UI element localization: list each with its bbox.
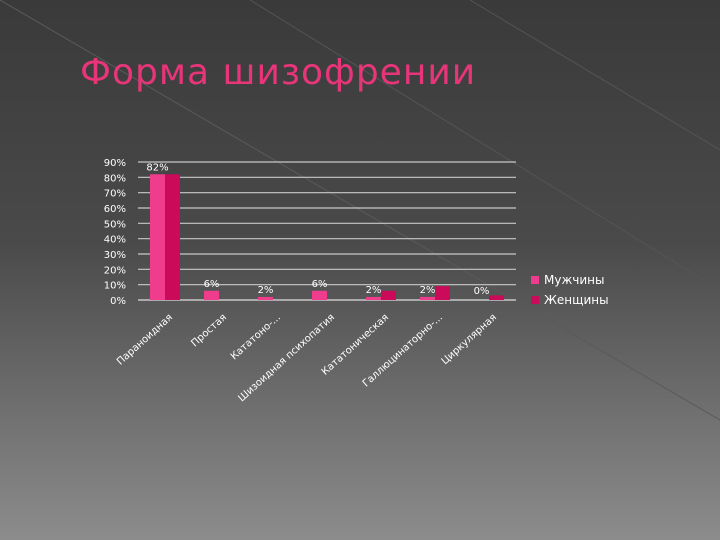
bar-women <box>381 290 396 300</box>
slide-title: Форма шизофрении <box>80 52 477 93</box>
bar-women <box>489 295 504 300</box>
data-label: 6% <box>204 279 220 290</box>
data-label: 2% <box>258 285 274 296</box>
diagonal-line <box>0 0 720 421</box>
y-tick-label: 70% <box>104 189 126 200</box>
bar-men <box>366 296 381 300</box>
bar-men <box>312 290 327 300</box>
y-tick-label: 50% <box>104 219 126 230</box>
x-axis-categories: Параноидная Простая Кататоно-...Шизоидная … <box>115 312 499 404</box>
bar-men <box>420 296 435 300</box>
bar-men <box>204 290 219 300</box>
y-tick-label: 60% <box>104 204 126 215</box>
legend-label: Мужчины <box>544 273 604 287</box>
data-label: 6% <box>312 279 328 290</box>
bar-women <box>435 286 450 300</box>
y-tick-label: 80% <box>104 173 126 184</box>
bar-women <box>165 174 180 300</box>
data-label: 0% <box>474 286 490 297</box>
bar-men <box>258 296 273 300</box>
y-tick-label: 40% <box>104 235 126 246</box>
data-label: 82% <box>146 162 168 173</box>
data-labels: 82% 6% 2% 6% 2% 2% 0% <box>146 162 489 297</box>
data-label: 2% <box>366 285 382 296</box>
legend-swatch <box>531 276 539 284</box>
y-tick-label: 20% <box>104 265 126 276</box>
diagonal-line <box>469 0 720 151</box>
category-label: Кататоно-... <box>229 312 283 362</box>
diagonal-line <box>249 0 720 291</box>
legend: Мужчины Женщины <box>531 273 609 307</box>
category-label: Простая <box>189 312 229 349</box>
category-label: Параноидная <box>115 312 175 368</box>
y-tick-label: 0% <box>110 296 126 307</box>
y-tick-label: 90% <box>104 158 126 169</box>
data-label: 2% <box>420 285 436 296</box>
legend-label: Женщины <box>544 293 609 307</box>
y-tick-label: 30% <box>104 250 126 261</box>
legend-swatch <box>531 296 539 304</box>
bars <box>150 174 504 300</box>
y-axis-ticks: 0% 10% 20% 30% 40% 50% 60% 70% 80% 90% <box>104 158 126 307</box>
y-tick-label: 10% <box>104 281 126 292</box>
category-label: Шизоидная психопатия <box>236 312 337 404</box>
category-label: Циркулярная <box>440 312 499 367</box>
gridlines <box>138 161 516 301</box>
bar-men <box>150 174 165 300</box>
